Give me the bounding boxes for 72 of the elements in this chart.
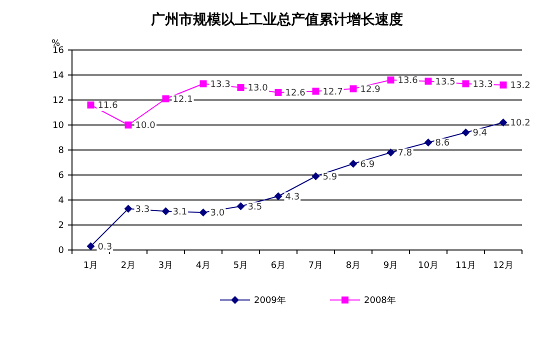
x-tick-label: 4月 xyxy=(196,261,211,271)
point xyxy=(424,78,432,85)
x-tick-label: 7月 xyxy=(308,261,324,271)
y-tick-label: 12 xyxy=(52,96,64,106)
data-label: 13.2 xyxy=(510,81,530,91)
data-label: 3.0 xyxy=(210,208,225,218)
point xyxy=(312,172,320,180)
legend-label: 2008年 xyxy=(364,295,396,306)
point xyxy=(162,207,170,216)
data-label: 7.8 xyxy=(398,148,412,158)
x-tick-label: 10月 xyxy=(418,261,438,271)
point xyxy=(87,102,94,108)
data-label: 3.3 xyxy=(135,204,150,215)
data-label: 3.5 xyxy=(248,202,262,212)
point xyxy=(387,76,394,84)
point xyxy=(162,95,170,102)
data-label: 13.3 xyxy=(210,80,230,90)
y-tick-label: 16 xyxy=(52,46,64,56)
data-label: 13.3 xyxy=(472,80,493,90)
point xyxy=(274,89,282,96)
x-tick-label: 11月 xyxy=(456,261,476,271)
point xyxy=(124,122,132,128)
chart-title: 广州市规模以上工业总产值累计增长速度 xyxy=(150,11,403,28)
point xyxy=(462,80,470,88)
y-tick-label: 0 xyxy=(58,246,64,256)
point xyxy=(236,202,245,210)
data-label: 13.0 xyxy=(248,84,268,94)
point xyxy=(424,138,432,146)
x-tick-label: 8月 xyxy=(346,261,361,271)
data-label: 10.0 xyxy=(135,121,156,131)
x-tick-label: 2月 xyxy=(120,261,136,271)
x-tick-label: 6月 xyxy=(270,261,286,271)
y-tick-label: 14 xyxy=(52,71,64,81)
data-label: 12.1 xyxy=(172,94,193,105)
data-label: 6.9 xyxy=(360,160,375,170)
point xyxy=(386,148,395,156)
data-label: 12.9 xyxy=(360,84,381,95)
y-tick-label: 10 xyxy=(52,121,64,131)
point xyxy=(86,242,95,250)
x-tick-label: 1月 xyxy=(83,261,98,271)
point xyxy=(350,85,357,92)
point xyxy=(500,82,507,88)
point xyxy=(274,192,282,200)
data-label: 12.7 xyxy=(322,87,343,98)
data-label: 9.4 xyxy=(472,128,488,138)
y-tick-label: 2 xyxy=(58,221,64,231)
x-tick-label: 5月 xyxy=(233,261,248,271)
data-label: 13.5 xyxy=(435,77,456,88)
point xyxy=(237,84,244,91)
data-label: 13.6 xyxy=(398,76,418,86)
point xyxy=(199,208,208,216)
point xyxy=(462,128,470,136)
data-label: 8.6 xyxy=(435,138,450,148)
y-tick-label: 8 xyxy=(58,146,64,156)
y-tick-label: 4 xyxy=(58,196,64,206)
point xyxy=(499,118,508,126)
legend-label: 2009年 xyxy=(254,295,286,306)
point xyxy=(349,160,358,168)
data-label: 3.1 xyxy=(172,207,188,218)
data-label: 10.2 xyxy=(510,118,530,128)
data-label: 4.3 xyxy=(285,192,300,202)
point xyxy=(200,80,207,88)
x-tick-label: 9月 xyxy=(383,261,398,271)
point xyxy=(124,204,132,213)
y-tick-label: 6 xyxy=(58,171,64,181)
data-label: 12.6 xyxy=(285,88,306,98)
point xyxy=(312,88,320,95)
x-tick-label: 3月 xyxy=(158,261,174,271)
x-tick-label: 12月 xyxy=(493,261,514,271)
data-label: 0.3 xyxy=(98,242,112,252)
data-label: 11.6 xyxy=(98,101,118,111)
data-label: 5.9 xyxy=(322,172,338,182)
